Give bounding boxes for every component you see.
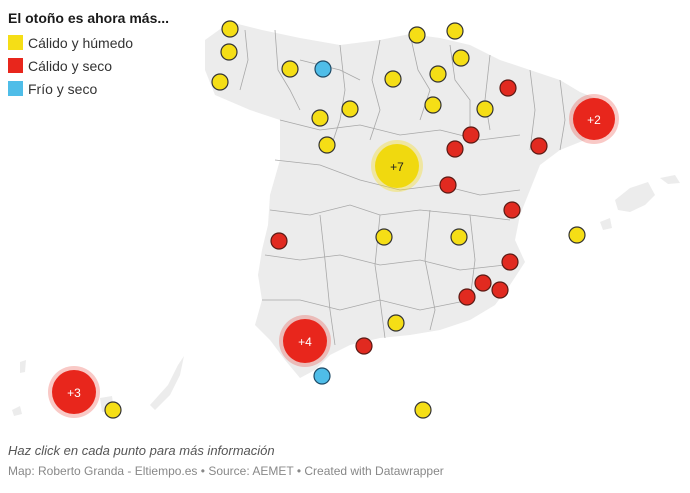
cluster-label: +4 xyxy=(298,335,312,349)
swatch-yellow xyxy=(8,35,23,50)
point-warm-dry[interactable] xyxy=(474,274,492,292)
cluster-label: +7 xyxy=(390,160,404,174)
point-warm-humid[interactable] xyxy=(424,96,442,114)
credit-map[interactable]: Map: Roberto Granda - Eltiempo.es xyxy=(8,464,198,478)
credit-created[interactable]: Created with Datawrapper xyxy=(304,464,444,478)
point-warm-humid[interactable] xyxy=(281,60,299,78)
point-warm-humid[interactable] xyxy=(221,20,239,38)
point-warm-humid[interactable] xyxy=(476,100,494,118)
credits: Map: Roberto Granda - Eltiempo.es • Sour… xyxy=(8,464,444,478)
point-warm-dry[interactable] xyxy=(501,253,519,271)
point-cold-dry[interactable] xyxy=(314,60,332,78)
point-warm-humid[interactable] xyxy=(384,70,402,88)
point-warm-dry[interactable] xyxy=(491,281,509,299)
point-warm-humid[interactable] xyxy=(452,49,470,67)
point-warm-humid[interactable] xyxy=(450,228,468,246)
point-warm-humid[interactable] xyxy=(220,43,238,61)
canary-island xyxy=(150,356,184,410)
point-warm-dry[interactable] xyxy=(499,79,517,97)
cluster-canarias[interactable]: +3 xyxy=(48,366,100,418)
mallorca xyxy=(615,182,655,212)
cluster-andalucia[interactable]: +4 xyxy=(279,315,331,367)
canary-island xyxy=(20,360,26,373)
cluster-madrid[interactable]: +7 xyxy=(371,140,423,192)
point-warm-dry[interactable] xyxy=(270,232,288,250)
menorca xyxy=(660,175,680,184)
swatch-red xyxy=(8,58,23,73)
peninsula-land xyxy=(205,22,605,378)
point-warm-humid[interactable] xyxy=(104,401,122,419)
credit-source[interactable]: Source: AEMET xyxy=(208,464,294,478)
legend-title: El otoño es ahora más... xyxy=(8,10,170,26)
point-warm-humid[interactable] xyxy=(568,226,586,244)
point-warm-humid[interactable] xyxy=(311,109,329,127)
points-warm-dry xyxy=(270,79,548,355)
swatch-blue xyxy=(8,81,23,96)
legend-label: Cálido y húmedo xyxy=(28,34,134,51)
legend-item-warm-humid: Cálido y húmedo xyxy=(8,31,169,54)
caption: Haz click en cada punto para más informa… xyxy=(8,443,275,458)
point-warm-dry[interactable] xyxy=(503,201,521,219)
point-warm-humid[interactable] xyxy=(408,26,426,44)
legend-item-warm-dry: Cálido y seco xyxy=(8,54,169,77)
legend-item-cold-dry: Frío y seco xyxy=(8,77,169,100)
legend: El otoño es ahora más... Cálido y húmedo… xyxy=(8,10,169,100)
point-warm-dry[interactable] xyxy=(458,288,476,306)
point-warm-dry[interactable] xyxy=(446,140,464,158)
points-warm-humid xyxy=(104,20,586,419)
point-warm-dry[interactable] xyxy=(530,137,548,155)
point-warm-humid[interactable] xyxy=(341,100,359,118)
legend-label: Cálido y seco xyxy=(28,57,113,74)
cluster-label: +3 xyxy=(67,386,81,400)
point-warm-dry[interactable] xyxy=(462,126,480,144)
point-warm-humid[interactable] xyxy=(318,136,336,154)
cluster-barcelona[interactable]: +2 xyxy=(569,94,619,144)
point-warm-humid[interactable] xyxy=(414,401,432,419)
point-warm-dry[interactable] xyxy=(355,337,373,355)
province-borders xyxy=(239,29,566,346)
point-warm-humid[interactable] xyxy=(211,73,229,91)
point-warm-humid[interactable] xyxy=(375,228,393,246)
point-warm-humid[interactable] xyxy=(387,314,405,332)
cluster-label: +2 xyxy=(587,113,601,127)
canary-island xyxy=(12,406,22,416)
point-warm-humid[interactable] xyxy=(429,65,447,83)
point-warm-humid[interactable] xyxy=(446,22,464,40)
point-cold-dry[interactable] xyxy=(313,367,331,385)
ibiza xyxy=(600,218,612,230)
point-warm-dry[interactable] xyxy=(439,176,457,194)
legend-label: Frío y seco xyxy=(28,80,98,97)
points-cold-dry xyxy=(313,60,332,385)
